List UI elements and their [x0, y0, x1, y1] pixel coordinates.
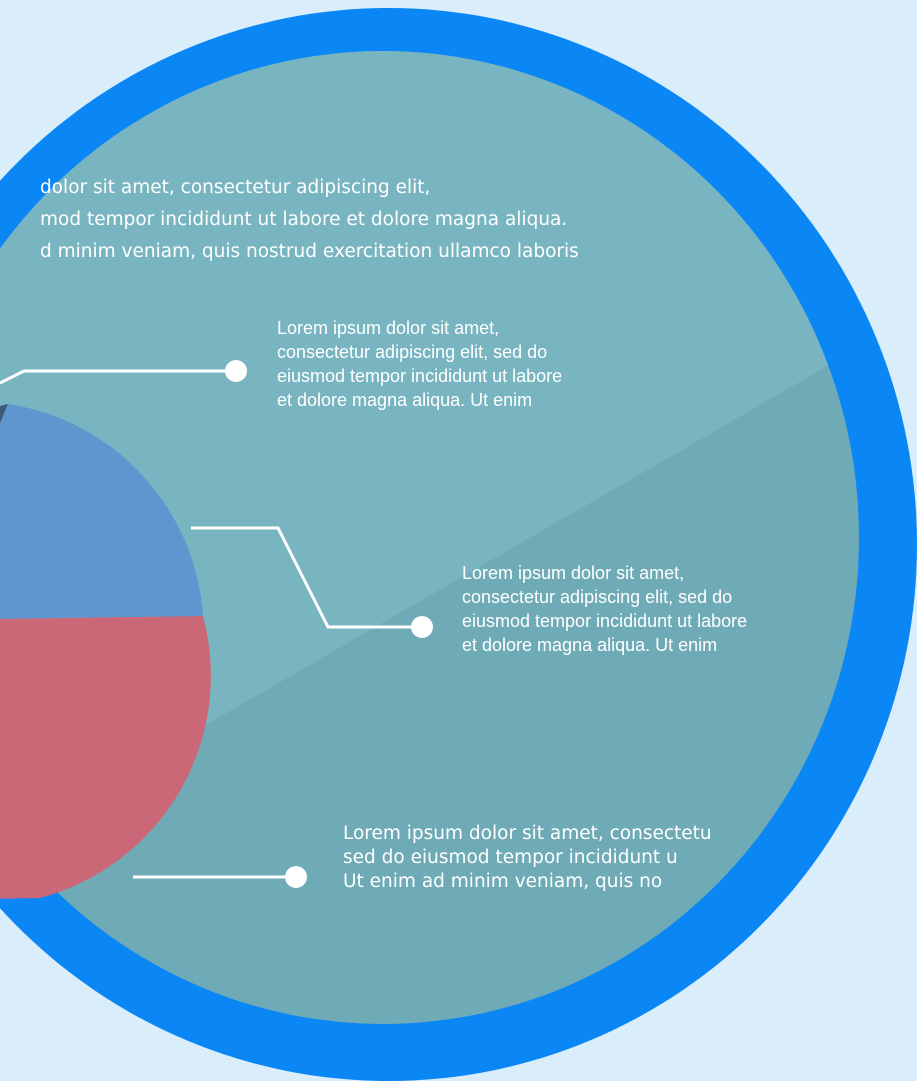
callout-line: Lorem ipsum dolor sit amet, [277, 318, 500, 338]
top-paragraph-line: mod tempor incididunt ut labore et dolor… [40, 209, 568, 230]
callout-text-1: Lorem ipsum dolor sit amet, consectetur … [277, 316, 562, 412]
callout-line: eiusmod tempor incididunt ut labore [462, 611, 748, 631]
top-paragraph-line: d minim veniam, quis nostrud exercitatio… [40, 241, 579, 262]
callout-line: et dolore magna aliqua. Ut enim [462, 635, 718, 655]
top-paragraph-line: dolor sit amet, consectetur adipiscing e… [40, 177, 431, 198]
callout-line: Ut enim ad minim veniam, quis no [343, 871, 663, 892]
connector-dot-1 [225, 360, 247, 382]
callout-text-3: Lorem ipsum dolor sit amet, consectetu s… [343, 822, 783, 894]
callout-line: sed do eiusmod tempor incididunt u [343, 847, 678, 868]
callout-text-2: Lorem ipsum dolor sit amet, consectetur … [462, 561, 747, 657]
callout-line: consectetur adipiscing elit, sed do [277, 342, 548, 362]
connector-dot-2 [411, 616, 433, 638]
pie-slice-blue [0, 404, 203, 619]
top-paragraph: dolor sit amet, consectetur adipiscing e… [40, 172, 579, 268]
connector-line-2 [191, 526, 422, 629]
pie-slice-red [0, 616, 211, 899]
callout-line: Lorem ipsum dolor sit amet, consectetu [343, 823, 712, 844]
connector-line-1 [0, 369, 236, 385]
callout-line: Lorem ipsum dolor sit amet, [462, 563, 685, 583]
connector-dot-3 [285, 866, 307, 888]
callout-line: consectetur adipiscing elit, sed do [462, 587, 733, 607]
callout-line: et dolore magna aliqua. Ut enim [277, 390, 533, 410]
callout-line: eiusmod tempor incididunt ut labore [277, 366, 563, 386]
